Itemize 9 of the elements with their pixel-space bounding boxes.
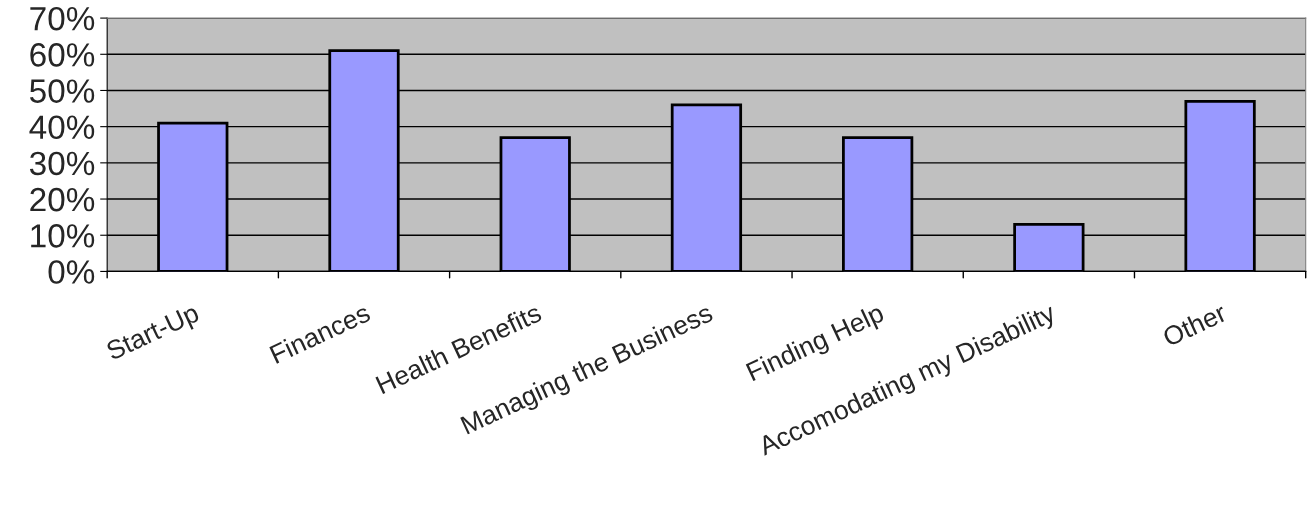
x-tick-label: Other <box>1161 302 1228 347</box>
y-tick-label: 20% <box>30 187 95 212</box>
y-tick-label: 50% <box>29 79 95 103</box>
y-tick-label: 10% <box>31 224 95 248</box>
y-tick-label: 0% <box>48 260 95 284</box>
y-tick-label: 60% <box>30 43 95 67</box>
y-tick-label: 70% <box>30 6 95 31</box>
y-tick-label: 30% <box>29 151 95 176</box>
y-tick-label: 40% <box>29 115 95 140</box>
